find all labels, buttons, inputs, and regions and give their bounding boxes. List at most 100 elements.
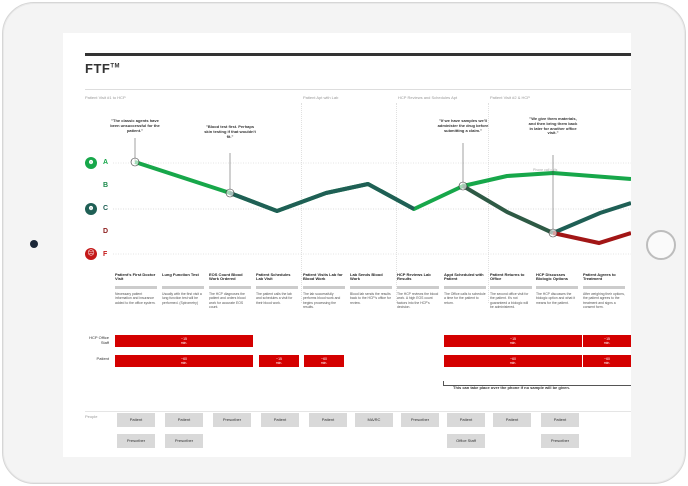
header-bar xyxy=(85,53,631,56)
phase-label: HCP Reviews and Schedules Apt xyxy=(398,95,458,100)
step-title: Patient's First Doctor Visit xyxy=(115,272,156,282)
quote-callout: "If we have samples we'll administer the… xyxy=(437,118,489,133)
happy-face-icon: ☻ xyxy=(85,157,97,169)
step-title: EOS Count Blood Work Ordered xyxy=(209,272,243,282)
step-title: Appt Scheduled with Patient xyxy=(444,272,484,282)
title-divider xyxy=(85,89,631,90)
quote-callout: "Blood test first. Perhaps skin testing … xyxy=(204,124,256,139)
grade-label: C xyxy=(103,205,109,212)
step-desc: The second office visit for the patient.… xyxy=(490,292,529,310)
grade-label: D xyxy=(103,228,109,235)
step-desc: The HCP reviews the blood work. A high E… xyxy=(397,292,439,310)
journey-step: Patient Visits Lab for Blood Work The lab… xyxy=(303,272,345,310)
step-desc: The HCP diagnoses the patient and orders… xyxy=(209,292,246,310)
step-title: Patient Schedules Lab Visit xyxy=(256,272,291,282)
time-box: ~15 min. xyxy=(115,335,253,347)
people-label: People xyxy=(85,414,98,419)
journey-step: Patient's First Doctor Visit Necessary pa… xyxy=(115,272,157,305)
step-bar xyxy=(350,286,392,289)
journey-step: HCP Reviews Lab Results The HCP reviews t… xyxy=(397,272,439,310)
journey-line-red xyxy=(552,231,631,246)
person-chip[interactable]: Office Staff xyxy=(447,434,485,448)
time-box: ~60 min. xyxy=(304,355,344,367)
time-box: ~60 min. xyxy=(583,355,631,367)
step-title: Patient Visits Lab for Blood Work xyxy=(303,272,343,282)
step-title: Lab Sends Blood Work xyxy=(350,272,383,282)
journey-step: Patient Returns to Office The second offi… xyxy=(490,272,532,310)
step-title: Lung Function Test xyxy=(162,272,199,277)
quote-callout: "The classic agents have been unsuccessf… xyxy=(110,118,160,133)
step-desc: The HCP discusses the biologic option an… xyxy=(536,292,576,305)
step-bar xyxy=(115,286,157,289)
experience-curve xyxy=(113,138,631,255)
person-chip[interactable]: Prescriber xyxy=(213,413,251,427)
camera xyxy=(30,240,38,248)
time-box: ~60 min. xyxy=(444,355,582,367)
people-divider xyxy=(85,411,631,412)
step-title: HCP Reviews Lab Results xyxy=(397,272,431,282)
phone-note: This can take place over the phone if no… xyxy=(453,385,570,390)
person-chip[interactable]: Patient xyxy=(309,413,347,427)
journey-step: Patient Agrees to Treatment After weighin… xyxy=(583,272,625,310)
person-chip[interactable]: Patient xyxy=(541,413,579,427)
step-bar xyxy=(209,286,251,289)
person-chip[interactable]: Patient xyxy=(165,413,203,427)
journey-step: Appt Scheduled with Patient The Office ca… xyxy=(444,272,486,305)
phase-label: Patient Visit #1 to HCP xyxy=(85,95,126,100)
journey-step: EOS Count Blood Work Ordered The HCP diag… xyxy=(209,272,251,310)
person-chip[interactable]: Prescriber xyxy=(401,413,439,427)
step-title: Patient Returns to Office xyxy=(490,272,525,282)
step-desc: Usually with the first visit a lung func… xyxy=(162,292,202,305)
neutral-face-icon: ☻ xyxy=(85,203,97,215)
journey-step: Lung Function Test Usually with the first… xyxy=(162,272,204,305)
journey-step: HCP Discusses Biologic Options The HCP di… xyxy=(536,272,578,305)
person-chip[interactable]: Patient xyxy=(447,413,485,427)
page-title: FTFTM xyxy=(85,61,120,76)
person-chip[interactable]: Patient xyxy=(261,413,299,427)
journey-line-recover xyxy=(552,201,631,235)
row-label-hcp: HCP Office Staff xyxy=(89,335,109,345)
home-button[interactable] xyxy=(646,230,676,260)
grade-label: A xyxy=(103,159,109,166)
person-chip[interactable]: Patient xyxy=(493,413,531,427)
person-chip[interactable]: Prescriber xyxy=(117,434,155,448)
row-label-patient: Patient xyxy=(96,356,109,361)
step-desc: The Office calls to schedule a time for … xyxy=(444,292,486,305)
time-box: ~60 min. xyxy=(115,355,253,367)
phase-label: Patient Apt with Lab xyxy=(303,95,339,100)
time-box: ~15 min. xyxy=(259,355,299,367)
step-desc: Blood lab sends the results back to the … xyxy=(350,292,391,305)
phase-label: Patient Visit #2 & HCP xyxy=(490,95,530,100)
journey-step: Patient Schedules Lab Visit The patient c… xyxy=(256,272,298,305)
step-desc: After weighing their options, the patien… xyxy=(583,292,625,310)
person-chip[interactable]: MA/RC xyxy=(355,413,393,427)
step-title: Patient Agrees to Treatment xyxy=(583,272,616,282)
person-chip[interactable]: Prescriber xyxy=(541,434,579,448)
note-bracket xyxy=(443,381,631,386)
journey-point[interactable] xyxy=(458,181,468,191)
person-chip[interactable]: Patient xyxy=(117,413,155,427)
grade-label: F xyxy=(103,251,108,258)
step-desc: The patient calls the lab and schedules … xyxy=(256,292,293,305)
step-bar xyxy=(536,286,578,289)
journey-point[interactable] xyxy=(225,188,235,198)
journey-map-screen: FTFTM Patient Visit #1 to HCP Patient Ap… xyxy=(63,33,631,457)
journey-point[interactable] xyxy=(548,228,558,238)
time-box: ~15 min. xyxy=(444,335,582,347)
person-chip[interactable]: Prescriber xyxy=(165,434,203,448)
step-bar xyxy=(256,286,298,289)
step-desc: The lab successfully performs blood work… xyxy=(303,292,341,310)
journey-point[interactable] xyxy=(130,157,140,167)
step-title: HCP Discusses Biologic Options xyxy=(536,272,568,282)
step-bar xyxy=(490,286,532,289)
sad-face-icon: ☹ xyxy=(85,248,97,260)
step-bar xyxy=(583,286,625,289)
step-desc: Necessary patient information and insura… xyxy=(115,292,156,305)
phone-call-label: Phone call calls xyxy=(533,168,558,172)
step-bar xyxy=(397,286,439,289)
quote-callout: "We give them materials, and then bring … xyxy=(528,116,578,136)
grade-label: B xyxy=(103,182,109,189)
phase-divider xyxy=(396,103,397,303)
journey-line-teal xyxy=(229,182,415,213)
